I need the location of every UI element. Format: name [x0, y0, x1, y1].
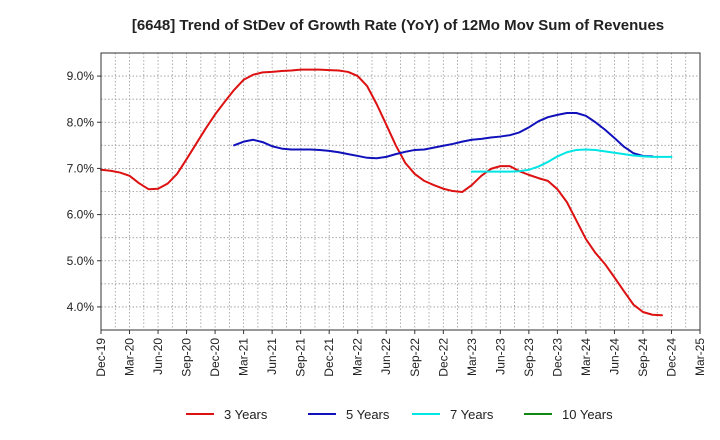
series-line-5-years — [233, 112, 654, 160]
x-tick-label: Mar-20 — [123, 338, 137, 376]
x-tick-label: Sep-24 — [636, 338, 650, 377]
x-tick-label: Sep-20 — [180, 338, 194, 377]
grid — [100, 52, 701, 331]
y-tick-label: 9.0% — [67, 69, 95, 83]
legend: 3 Years 5 Years 7 Years 10 Years — [186, 407, 613, 422]
series-line-3-years — [100, 68, 663, 317]
x-tick-label: Dec-19 — [94, 338, 108, 377]
legend-label-5-years: 5 Years — [346, 407, 390, 422]
x-tick-label: Jun-23 — [493, 338, 507, 375]
x-tick-label: Jun-20 — [151, 338, 165, 375]
y-tick-label: 4.0% — [67, 300, 95, 314]
x-tick-label: Dec-21 — [322, 338, 336, 377]
x-tick-label: Mar-21 — [237, 338, 251, 376]
x-tick-label: Dec-20 — [208, 338, 222, 377]
x-tick-label: Mar-24 — [579, 338, 593, 376]
legend-label-3-years: 3 Years — [224, 407, 268, 422]
y-tick-label: 6.0% — [67, 208, 95, 222]
axes: 4.0% 5.0% 6.0% 7.0% 8.0% 9.0% Dec-19 Mar-20 Jun-… — [67, 52, 707, 377]
x-tick-label: Jun-22 — [379, 338, 393, 375]
x-tick-label: Mar-23 — [465, 338, 479, 376]
x-tick-label: Sep-21 — [294, 338, 308, 377]
x-tick-label: Sep-22 — [408, 338, 422, 377]
y-tick-label: 7.0% — [67, 161, 95, 175]
series-layer — [100, 68, 673, 317]
legend-label-10-years: 10 Years — [562, 407, 613, 422]
x-tick-label: Mar-22 — [351, 338, 365, 376]
plot-border — [100, 52, 701, 331]
y-tick-label: 5.0% — [67, 254, 95, 268]
legend-label-7-years: 7 Years — [450, 407, 494, 422]
x-tick-label: Jun-24 — [607, 338, 621, 375]
x-tick-label: Mar-25 — [693, 338, 707, 376]
x-tick-label: Jun-21 — [265, 338, 279, 375]
x-tick-label: Dec-24 — [664, 338, 678, 377]
x-tick-label: Sep-23 — [522, 338, 536, 377]
x-tick-label: Dec-23 — [550, 338, 564, 377]
y-tick-label: 8.0% — [67, 115, 95, 129]
series-line-7-years — [470, 148, 673, 173]
x-tick-label: Dec-22 — [436, 338, 450, 377]
chart-title: [6648] Trend of StDev of Growth Rate (Yo… — [132, 17, 664, 34]
